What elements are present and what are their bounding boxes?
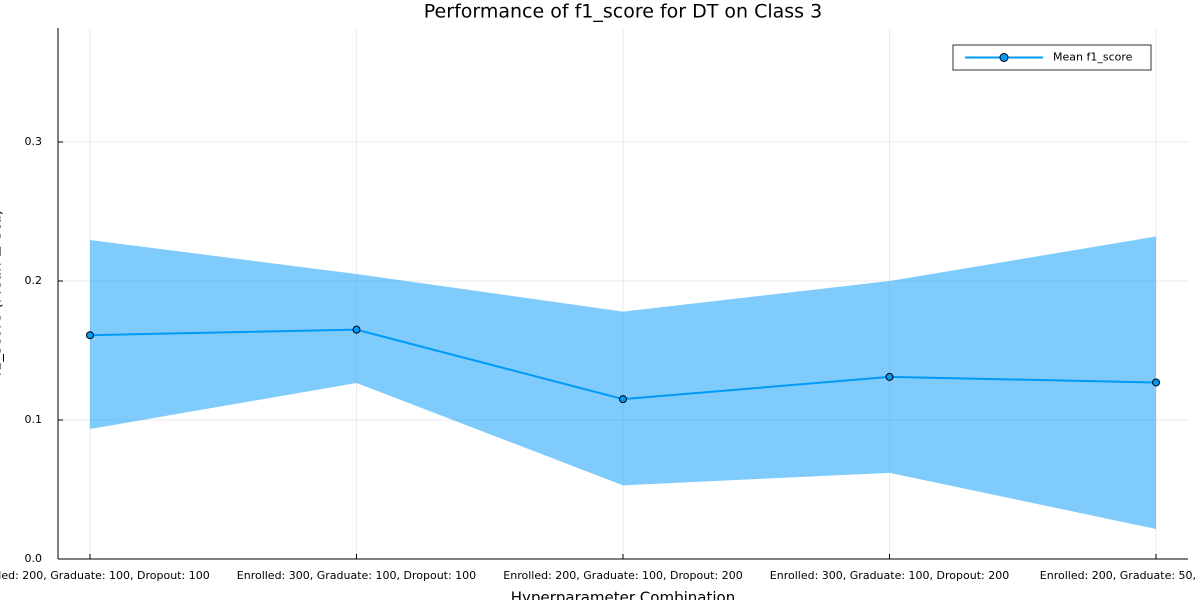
point xyxy=(885,372,894,381)
legend-marker xyxy=(999,53,1009,62)
x-tick-label: Enrolled: 200, Graduate: 100, Dropout: 1… xyxy=(0,569,210,582)
point xyxy=(619,395,627,404)
x-tick-label: Enrolled: 200, Graduate: 100, Dropout: 2… xyxy=(503,569,742,582)
point xyxy=(1152,378,1161,387)
y-axis-label: f1_score (Mean ± Std) xyxy=(0,210,6,377)
point xyxy=(352,325,361,334)
y-tick-label: 0.3 xyxy=(25,135,43,148)
x-tick-label: Enrolled: 200, Graduate: 50, Dropout: 20… xyxy=(1040,569,1200,582)
chart-title: Performance of f1_score for DT on Class … xyxy=(424,1,822,23)
x-axis-label: Hyperparameter Combination xyxy=(511,589,735,600)
point xyxy=(85,331,94,340)
y-tick-label: 0.2 xyxy=(25,274,43,287)
y-tick-label: 0.0 xyxy=(25,552,43,565)
x-tick-label: Enrolled: 300, Graduate: 100, Dropout: 1… xyxy=(237,569,476,582)
y-tick-label: 0.1 xyxy=(25,413,43,426)
legend-label: Mean f1_score xyxy=(1053,51,1133,64)
std-band xyxy=(89,236,1157,529)
x-tick-label: Enrolled: 300, Graduate: 100, Dropout: 2… xyxy=(770,569,1009,582)
